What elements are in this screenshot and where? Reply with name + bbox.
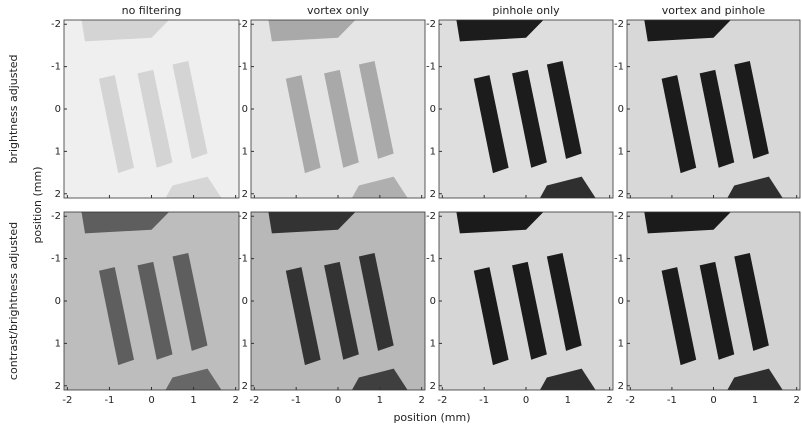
- image-panel: -2 -1 0 1 2: [426, 19, 613, 200]
- x-tick-label: 0: [523, 395, 529, 406]
- x-axis-label: position (mm): [393, 411, 470, 424]
- y-tick-label: -1: [614, 62, 624, 73]
- image-panel: -2 -1 0 1 2: [51, 19, 239, 200]
- image-panel: -2 -1 0 1 2: [238, 19, 425, 200]
- y-tick-label: 1: [618, 338, 624, 349]
- x-tick-label: 0: [148, 395, 154, 406]
- y-tick-label: 2: [55, 189, 61, 200]
- y-tick-label: 0: [55, 296, 61, 307]
- y-tick-label: -2: [614, 211, 624, 222]
- x-tick-label: -1: [291, 395, 301, 406]
- y-tick-label: -1: [238, 62, 248, 73]
- y-tick-label: -2: [51, 19, 61, 30]
- y-tick-label: 0: [55, 104, 61, 115]
- y-tick-label: 2: [430, 381, 436, 392]
- y-tick-label: 1: [618, 146, 624, 157]
- x-tick-label: 0: [335, 395, 341, 406]
- row-label: contrast/brightness adjusted: [7, 222, 20, 380]
- y-tick-label: 1: [55, 146, 61, 157]
- y-tick-label: 0: [242, 296, 248, 307]
- y-tick-label: 1: [55, 338, 61, 349]
- x-tick-label: 2: [793, 395, 799, 406]
- y-tick-label: 1: [430, 338, 436, 349]
- x-tick-label: -2: [249, 395, 259, 406]
- x-tick-label: -1: [104, 395, 114, 406]
- y-tick-label: 1: [242, 146, 248, 157]
- y-tick-label: -1: [426, 62, 436, 73]
- column-title: no filtering: [122, 4, 182, 17]
- y-tick-label: 0: [618, 104, 624, 115]
- y-tick-label: 0: [618, 296, 624, 307]
- y-tick-label: 0: [430, 296, 436, 307]
- y-tick-label: 1: [242, 338, 248, 349]
- x-tick-label: 2: [232, 395, 238, 406]
- x-tick-label: 2: [418, 395, 424, 406]
- image-panel: -2 -1 0 1 2: [614, 19, 800, 200]
- x-tick-label: -1: [479, 395, 489, 406]
- y-axis-label: position (mm): [31, 166, 44, 243]
- y-tick-label: 2: [242, 381, 248, 392]
- x-tick-label: 1: [752, 395, 758, 406]
- x-tick-label: -2: [437, 395, 447, 406]
- y-tick-label: 2: [55, 381, 61, 392]
- y-tick-label: -1: [426, 254, 436, 265]
- x-tick-label: -2: [62, 395, 72, 406]
- y-tick-label: -2: [426, 19, 436, 30]
- y-tick-label: 1: [430, 146, 436, 157]
- x-tick-label: 1: [565, 395, 571, 406]
- column-title: vortex only: [307, 4, 369, 17]
- y-tick-label: -2: [238, 19, 248, 30]
- y-tick-label: -1: [614, 254, 624, 265]
- y-tick-label: -1: [51, 62, 61, 73]
- x-tick-label: 1: [190, 395, 196, 406]
- y-tick-label: 2: [618, 381, 624, 392]
- figure: position (mm) position (mm) no filtering…: [0, 0, 802, 428]
- y-tick-label: 0: [430, 104, 436, 115]
- y-tick-label: -1: [51, 254, 61, 265]
- y-tick-label: -2: [426, 211, 436, 222]
- x-tick-label: -1: [667, 395, 677, 406]
- y-tick-label: -1: [238, 254, 248, 265]
- y-tick-label: 2: [242, 189, 248, 200]
- y-tick-label: -2: [614, 19, 624, 30]
- row-label: brightness adjusted: [7, 54, 20, 163]
- x-tick-label: 2: [606, 395, 612, 406]
- x-tick-label: -2: [625, 395, 635, 406]
- x-tick-label: 1: [377, 395, 383, 406]
- x-tick-label: 0: [710, 395, 716, 406]
- y-tick-label: 0: [242, 104, 248, 115]
- y-tick-label: -2: [51, 211, 61, 222]
- y-tick-label: -2: [238, 211, 248, 222]
- y-tick-label: 2: [430, 189, 436, 200]
- y-tick-label: 2: [618, 189, 624, 200]
- column-title: vortex and pinhole: [662, 4, 766, 17]
- column-title: pinhole only: [492, 4, 560, 17]
